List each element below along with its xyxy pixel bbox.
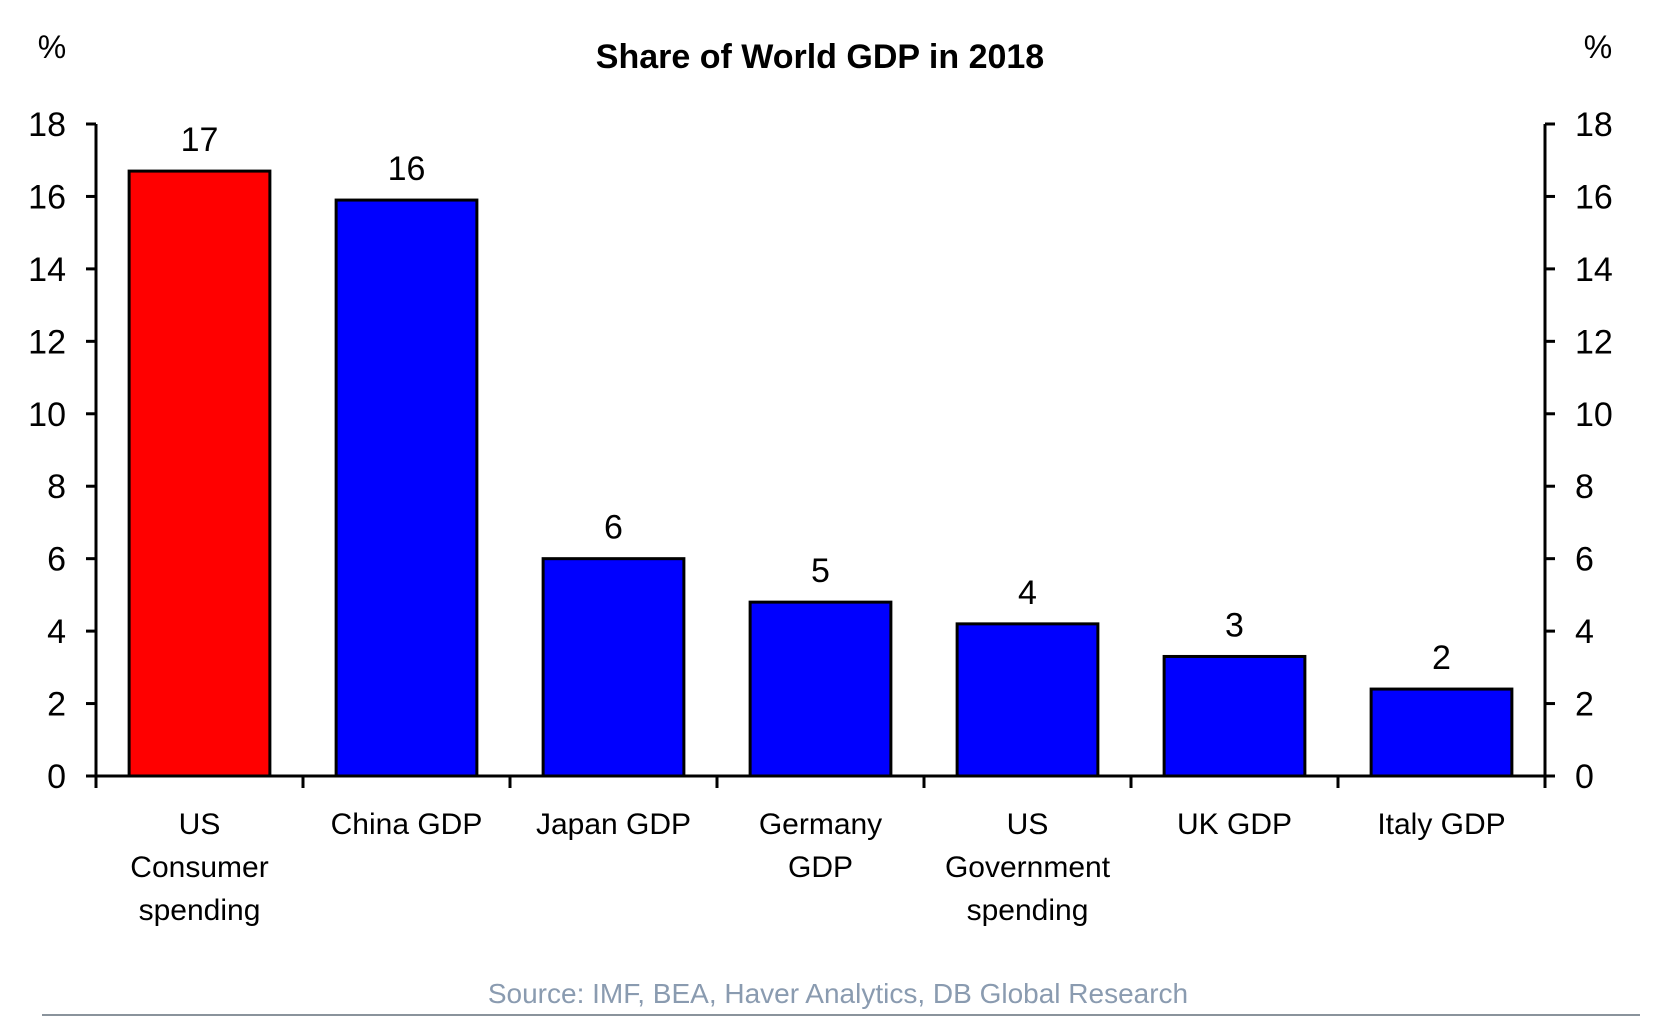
right-y-tick-label: 0 <box>1575 758 1594 796</box>
left-y-tick-label: 8 <box>47 468 66 506</box>
right-y-tick-label: 8 <box>1575 468 1594 506</box>
category-label: Italy GDP <box>1377 808 1505 841</box>
data-label: 16 <box>388 150 426 188</box>
category-label: Consumer <box>130 851 268 884</box>
left-y-tick-label: 18 <box>28 106 66 144</box>
category-label: China GDP <box>331 808 483 841</box>
bar <box>748 600 893 778</box>
data-label: 2 <box>1432 639 1451 677</box>
labels-group: 17 US Consumer spending 16 China GDP 6 Japan GD… <box>130 121 1505 927</box>
right-y-tick-label: 14 <box>1575 251 1613 289</box>
right-y-tick-label: 18 <box>1575 106 1613 144</box>
left-y-tick-label: 2 <box>47 686 66 724</box>
category-label: US <box>179 808 221 841</box>
right-y-tick-label: 4 <box>1575 613 1594 651</box>
right-axis-unit-label: % <box>1584 29 1612 65</box>
category-label: Germany <box>759 808 882 841</box>
left-y-tick-label: 4 <box>47 613 66 651</box>
bars-group <box>127 169 1514 778</box>
bar <box>541 557 686 778</box>
data-label: 5 <box>811 552 830 590</box>
category-label: US <box>1007 808 1049 841</box>
data-label: 17 <box>181 121 219 159</box>
category-label: GDP <box>788 851 853 884</box>
data-label: 6 <box>604 509 623 547</box>
right-y-tick-label: 6 <box>1575 541 1594 579</box>
data-label: 4 <box>1018 574 1037 612</box>
right-y-tick-label: 16 <box>1575 178 1613 216</box>
category-label: spending <box>967 894 1089 927</box>
data-label: 3 <box>1225 606 1244 644</box>
left-axis-unit-label: % <box>38 29 66 65</box>
category-label: Government <box>945 851 1111 884</box>
left-y-tick-label: 6 <box>47 541 66 579</box>
left-y-tick-label: 0 <box>47 758 66 796</box>
axes: 0 0 2 2 4 4 6 6 8 8 10 10 12 12 14 14 16 16 18 18 <box>28 106 1613 796</box>
bar <box>955 622 1100 778</box>
left-y-tick-label: 16 <box>28 178 66 216</box>
right-y-tick-label: 12 <box>1575 323 1613 361</box>
category-label: Japan GDP <box>536 808 691 841</box>
bar <box>1162 654 1307 778</box>
left-y-tick-label: 10 <box>28 396 66 434</box>
category-label: UK GDP <box>1177 808 1292 841</box>
source-note: Source: IMF, BEA, Haver Analytics, DB Gl… <box>488 978 1188 1009</box>
category-label: spending <box>139 894 261 927</box>
bar <box>334 198 479 778</box>
left-y-tick-label: 12 <box>28 323 66 361</box>
bar <box>1369 687 1514 778</box>
right-y-tick-label: 10 <box>1575 396 1613 434</box>
chart-title: Share of World GDP in 2018 <box>596 38 1044 76</box>
right-y-tick-label: 2 <box>1575 686 1594 724</box>
left-y-tick-label: 14 <box>28 251 66 289</box>
bar <box>127 169 272 778</box>
